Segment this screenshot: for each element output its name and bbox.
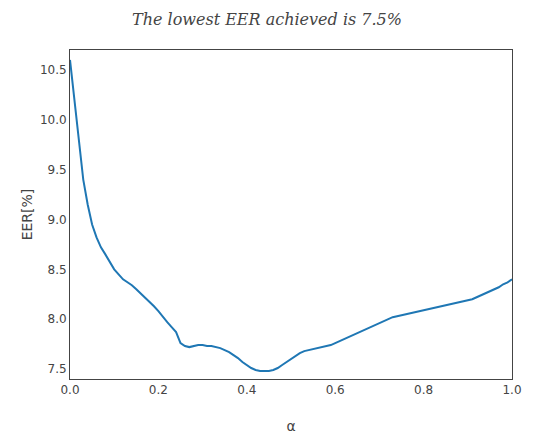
svg-text:0.0: 0.0 [60, 383, 79, 397]
svg-text:EER[%]: EER[%] [19, 189, 35, 241]
svg-text:The lowest EER achieved is 7.5: The lowest EER achieved is 7.5% [132, 10, 402, 29]
svg-text:1.0: 1.0 [502, 383, 521, 397]
svg-text:α: α [286, 418, 295, 434]
svg-text:0.2: 0.2 [149, 383, 168, 397]
svg-text:0.6: 0.6 [326, 383, 345, 397]
svg-text:0.4: 0.4 [237, 383, 256, 397]
svg-text:10.0: 10.0 [40, 113, 67, 127]
svg-text:10.5: 10.5 [40, 63, 67, 77]
svg-text:7.5: 7.5 [48, 362, 67, 376]
svg-text:9.0: 9.0 [48, 213, 67, 227]
svg-text:8.5: 8.5 [48, 263, 67, 277]
svg-text:9.5: 9.5 [48, 163, 67, 177]
svg-text:0.8: 0.8 [414, 383, 433, 397]
svg-text:8.0: 8.0 [48, 312, 67, 326]
